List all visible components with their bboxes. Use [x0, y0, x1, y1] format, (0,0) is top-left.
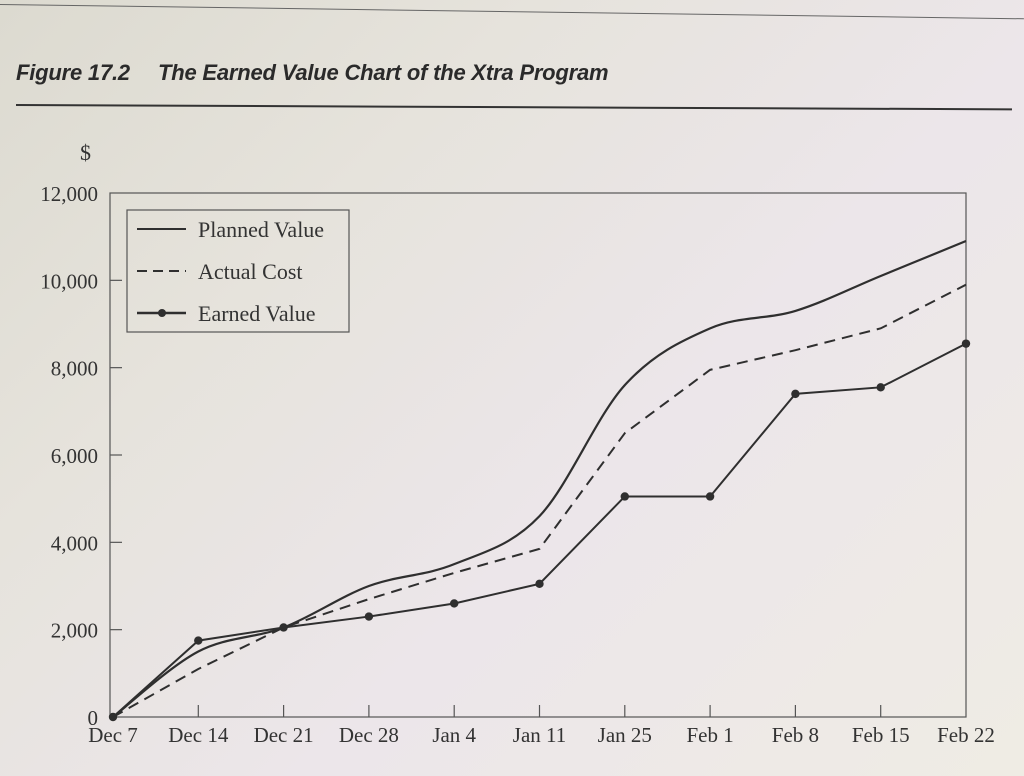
x-tick-label: Feb 1 — [686, 723, 733, 747]
earned-value-marker — [279, 623, 288, 632]
x-tick-label: Jan 4 — [432, 723, 476, 747]
y-axis: 0 2,000 4,000 6,000 8,000 10,000 12,000 — [40, 182, 122, 730]
earned-value-line — [112, 342, 967, 718]
x-tick-label: Jan 25 — [598, 723, 652, 747]
figure-number: Figure 17.2 — [16, 60, 130, 85]
y-tick-label: 0 — [88, 706, 99, 730]
x-tick-label: Dec 21 — [254, 723, 314, 747]
x-tick-label: Dec 28 — [339, 723, 399, 747]
earned-value-marker — [535, 579, 544, 589]
series-lines — [108, 240, 971, 722]
y-tick-label: 4,000 — [51, 531, 98, 555]
earned-value-marker — [108, 712, 118, 722]
earned-value-marker — [194, 636, 203, 645]
actual-cost-line — [112, 283, 967, 718]
figure-title: The Earned Value Chart of the Xtra Progr… — [157, 60, 609, 85]
earned-value-marker — [791, 389, 800, 399]
x-tick-label: Feb 22 — [937, 723, 995, 747]
legend-actual-cost: Actual Cost — [198, 259, 303, 284]
legend: Planned Value Actual Cost Earned Value — [126, 209, 350, 333]
x-tick-label: Feb 15 — [852, 723, 910, 747]
earned-value-marker — [961, 339, 971, 348]
y-tick-label: 12,000 — [40, 182, 98, 206]
x-tick-label: Dec 7 — [88, 723, 138, 747]
x-axis: Dec 7 Dec 14 Dec 21 Dec 28 Jan 4 Jan 11 Jan 25… — [88, 705, 995, 747]
x-tick-label: Feb 8 — [772, 723, 819, 747]
earned-value-marker — [450, 599, 459, 608]
y-tick-label: 10,000 — [40, 269, 98, 293]
earned-value-marker — [705, 492, 715, 501]
legend-earned-value: Earned Value — [198, 301, 316, 326]
y-axis-unit: $ — [80, 140, 91, 165]
y-tick-label: 2,000 — [51, 619, 98, 643]
figure-header: Figure 17.2 The Earned Value Chart of the… — [16, 60, 609, 86]
x-tick-label: Dec 14 — [168, 723, 229, 747]
y-tick-label: 6,000 — [51, 444, 98, 468]
y-tick-label: 8,000 — [51, 357, 98, 381]
earned-value-marker — [364, 612, 374, 621]
earned-value-marker — [876, 383, 885, 392]
legend-planned-value: Planned Value — [198, 217, 324, 242]
x-tick-label: Jan 11 — [513, 723, 566, 747]
earned-value-marker — [620, 492, 629, 501]
planned-value-line — [112, 240, 967, 718]
